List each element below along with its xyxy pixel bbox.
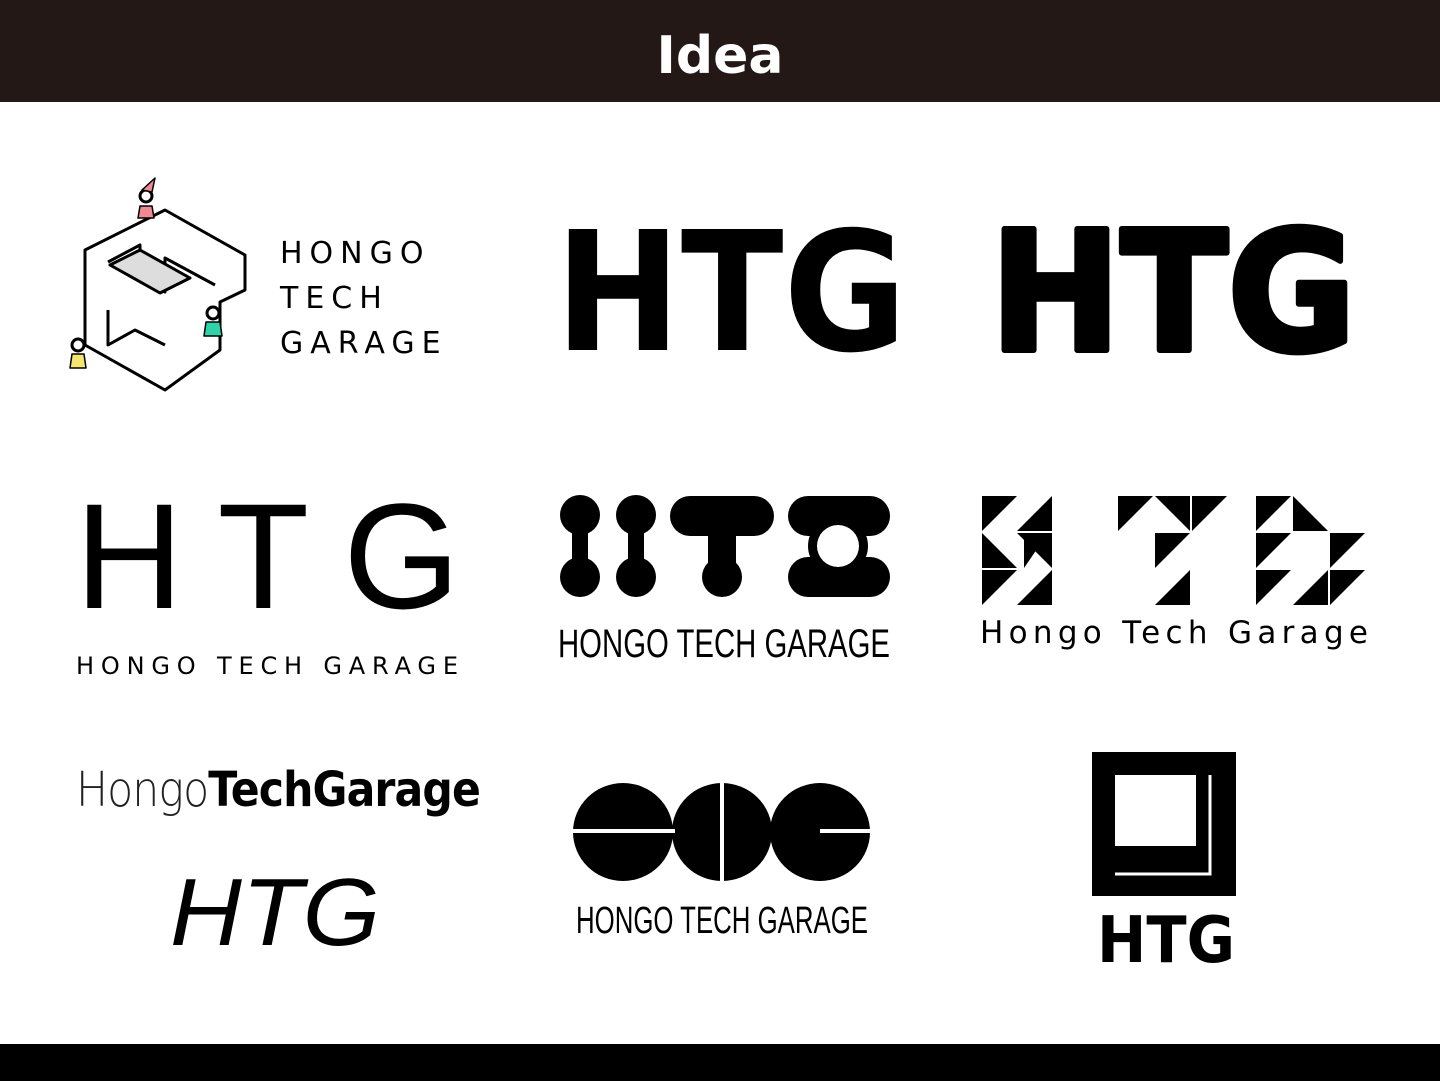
bubble-link (788, 557, 890, 597)
bubble (702, 557, 742, 597)
iso-detail (106, 310, 166, 347)
header-bar (0, 0, 1440, 102)
slit (820, 829, 872, 833)
iso-face (108, 248, 192, 295)
figure (137, 205, 155, 219)
figure (203, 321, 223, 337)
bubble-link (628, 515, 644, 577)
figure (69, 353, 87, 369)
logo-1 (69, 177, 247, 392)
htg-mark: HTG (75, 472, 460, 640)
footer-bar (0, 1044, 1440, 1081)
wordmark: Hongo Tech Garage (980, 615, 1368, 651)
wordmark-line: GARAGE (280, 326, 448, 361)
slit (570, 829, 675, 833)
figure (70, 337, 86, 353)
slit (720, 780, 724, 884)
htg-mark: HTG (170, 859, 380, 966)
wordmark: HONGO TECH GARAGE (558, 622, 890, 666)
bubble-link (788, 496, 890, 536)
wordmark-light: Hongo (76, 762, 208, 818)
bubble-link (572, 515, 588, 577)
square-inner (1115, 775, 1196, 846)
wordmark: HONGO TECH GARAGE (576, 900, 868, 942)
wordmark: HongoTechGarage (76, 762, 480, 818)
figure (205, 305, 221, 321)
wordmark-line: TECH (279, 281, 389, 316)
triangle-mark (982, 496, 1365, 605)
htg-mark: HTG (1097, 904, 1235, 978)
htg-mark: HTG (555, 197, 907, 390)
logo-1-text: HONGO TECH GARAGE (279, 236, 448, 361)
square-line (1115, 775, 1212, 876)
slide-title: Idea (657, 26, 784, 86)
wordmark-line: HONGO (280, 236, 430, 271)
halfcircle-mark (570, 780, 872, 884)
square-mark (1092, 752, 1236, 896)
iso-mark (83, 208, 247, 392)
figure (141, 177, 156, 193)
bubble-hole (817, 525, 859, 567)
wordmark: HONGO TECH GARAGE (76, 652, 458, 680)
bubble-mark (560, 495, 890, 597)
htg-mark: HTG (990, 197, 1356, 390)
wordmark-bold: TechGarage (208, 762, 480, 818)
